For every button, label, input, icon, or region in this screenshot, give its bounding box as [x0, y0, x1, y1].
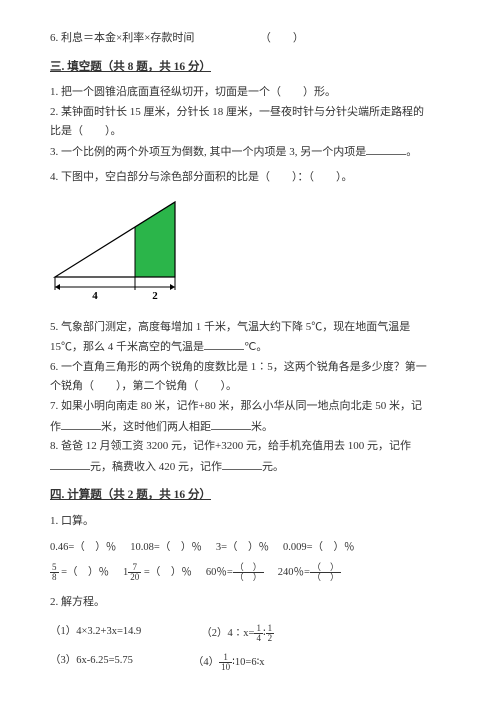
- triangle-figure: 42: [50, 197, 450, 309]
- blank: [61, 418, 101, 430]
- s3-q2b: 比是（ ）。: [50, 123, 450, 141]
- calc-row-2: 58 =（ ）％ 1720 =（ ）％ 60％=（ ）（ ） 240％=（ ）（…: [50, 563, 450, 582]
- fraction: 720: [128, 563, 141, 582]
- section4-heading: 四. 计算题（共 2 题，共 16 分）: [50, 486, 450, 504]
- s3-q6b: 个锐角（ ），第二个锐角（ ）。: [50, 378, 450, 396]
- eq-row-2: （3）6x-6.25=5.75 （4）110∶10=6∶x: [50, 653, 450, 672]
- blank: [211, 418, 251, 430]
- fraction: 14: [254, 624, 263, 643]
- eq-4: （4）110∶10=6∶x: [193, 653, 265, 672]
- s3-q3: 3. 一个比例的两个外项互为倒数, 其中一个内项是 3, 另一个内项是 。: [50, 143, 450, 162]
- blank: [222, 458, 262, 470]
- s3-q5a: 5. 气象部门测定，高度每增加 1 千米，气温大约下降 5℃，现在地面气温是: [50, 319, 450, 337]
- q6-line: 6. 利息＝本金×利率×存款时间 （ ）: [50, 30, 450, 48]
- s4-q2: 2. 解方程。: [50, 594, 450, 612]
- eq-row-1: （1）4×3.2+3x=14.9 （2）4∶x=14∶12: [50, 624, 450, 643]
- calc-1: 0.46=（ ）％: [50, 540, 116, 557]
- blank: [50, 458, 90, 470]
- fraction: （ ）（ ）: [310, 563, 341, 582]
- s3-q8a: 8. 爸爸 12 月领工资 3200 元，记作+3200 元，给手机充值用去 1…: [50, 438, 450, 456]
- svg-text:2: 2: [152, 290, 158, 302]
- s3-q2a: 2. 某钟面时针长 15 厘米，分针长 18 厘米，一昼夜时针与分针尖端所走路程…: [50, 104, 450, 122]
- s4-q1: 1. 口算。: [50, 513, 450, 531]
- eq-3: （3）6x-6.25=5.75: [50, 653, 133, 672]
- s3-q4: 4. 下图中，空白部分与涂色部分面积的比是（ ）：（ ）。: [50, 169, 450, 187]
- blank: [366, 143, 406, 155]
- calc-3: 3=（ ）％: [216, 540, 269, 557]
- s3-q3b: 。: [406, 146, 417, 158]
- fraction: 58: [50, 563, 59, 582]
- triangle-svg: 42: [50, 197, 180, 302]
- fraction: 12: [266, 624, 275, 643]
- s3-q1: 1. 把一个圆锥沿底面直径纵切开，切面是一个（ ）形。: [50, 84, 450, 102]
- eq-2: （2）4∶x=14∶12: [201, 624, 274, 643]
- svg-text:4: 4: [92, 290, 98, 302]
- s3-q6a: 6. 一个直角三角形的两个锐角的度数比是 1∶5，这两个锐角各是多少度？第一: [50, 359, 450, 377]
- fraction: （ ）（ ）: [233, 563, 264, 582]
- calc-8: 240％=（ ）（ ）: [278, 563, 341, 582]
- calc-4: 0.009=（ ）％: [283, 540, 355, 557]
- fraction: 110: [219, 653, 232, 672]
- section3-heading: 三. 填空题（共 8 题，共 16 分）: [50, 58, 450, 76]
- blank: [204, 338, 244, 350]
- eq-1: （1）4×3.2+3x=14.9: [50, 624, 141, 643]
- s3-q3a: 3. 一个比例的两个外项互为倒数, 其中一个内项是 3, 另一个内项是: [50, 146, 366, 158]
- calc-5: 58 =（ ）％: [50, 563, 109, 582]
- calc-6: 1720 =（ ）％: [123, 563, 192, 582]
- s3-q7a: 7. 如果小明向南走 80 米，记作+80 米，那么小华从同一地点向北走 50 …: [50, 398, 450, 416]
- s3-q5: 15℃，那么 4 千米高空的气温是℃。: [50, 338, 450, 357]
- calc-2: 10.08=（ ）％: [130, 540, 202, 557]
- calc-7: 60％=（ ）（ ）: [206, 563, 264, 582]
- s3-q7: 作米，这时他们两人相距米。: [50, 418, 450, 437]
- q6-text: 6. 利息＝本金×利率×存款时间: [50, 32, 194, 44]
- calc-row-1: 0.46=（ ）％ 10.08=（ ）％ 3=（ ）％ 0.009=（ ）％: [50, 540, 450, 557]
- s3-q8: 元，稿费收入 420 元，记作元。: [50, 458, 450, 477]
- q6-paren: （ ）: [260, 32, 304, 44]
